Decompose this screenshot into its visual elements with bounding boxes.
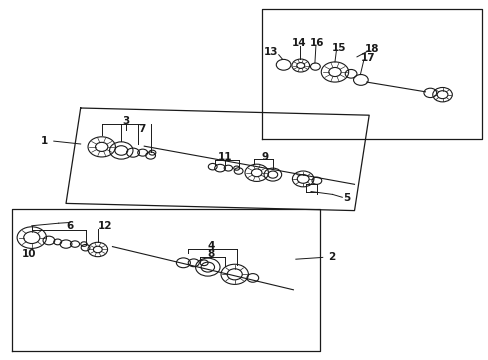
- Text: 17: 17: [360, 53, 374, 63]
- Text: 3: 3: [122, 116, 129, 126]
- Text: 13: 13: [264, 47, 278, 57]
- Text: 9: 9: [262, 152, 268, 162]
- Text: 5: 5: [343, 193, 350, 203]
- Text: 11: 11: [217, 152, 232, 162]
- Text: 10: 10: [22, 249, 37, 259]
- Text: 4: 4: [207, 240, 215, 251]
- Text: 18: 18: [364, 44, 378, 54]
- Text: 1: 1: [41, 136, 47, 146]
- Text: 15: 15: [331, 42, 346, 53]
- Text: 7: 7: [138, 123, 145, 134]
- Text: 8: 8: [207, 249, 214, 259]
- Text: 12: 12: [98, 221, 112, 231]
- Text: 2: 2: [327, 252, 334, 262]
- Text: 14: 14: [291, 38, 306, 48]
- Text: 6: 6: [66, 221, 73, 231]
- Text: 16: 16: [309, 38, 324, 48]
